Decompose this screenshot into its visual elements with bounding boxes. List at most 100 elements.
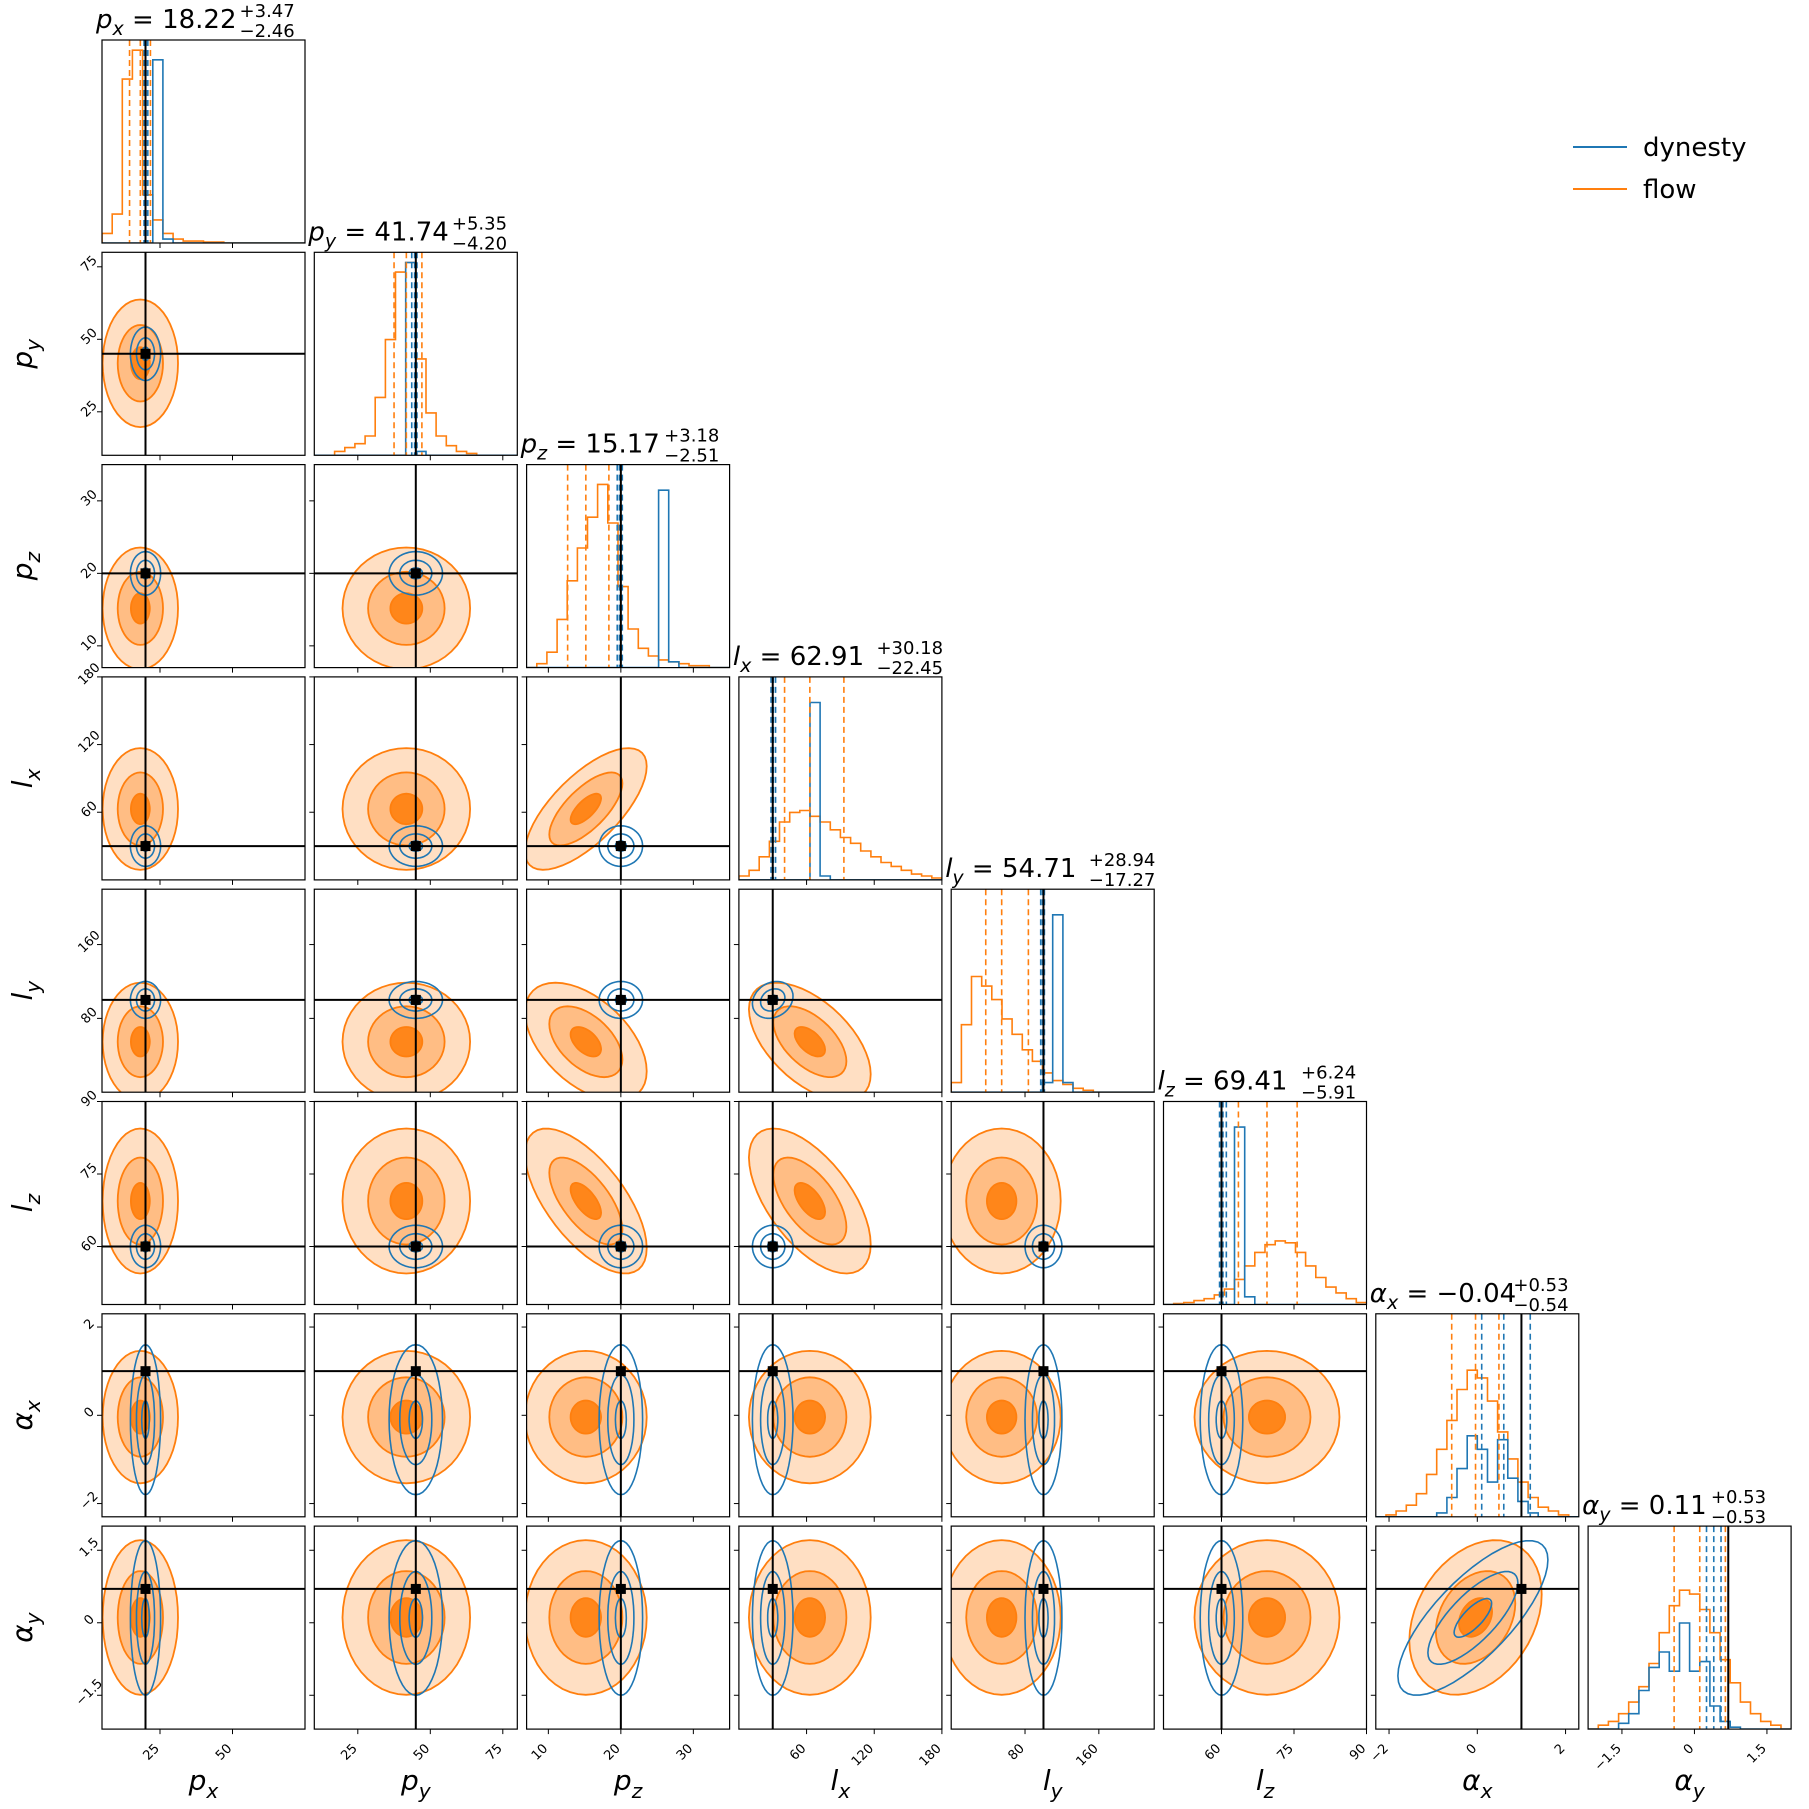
yaxis-label-lz-subscript: z <box>21 1193 45 1205</box>
xtick-label-px-0: 25 <box>141 1741 163 1763</box>
panel-content <box>526 889 730 1093</box>
panel-ly-px: 80 160 <box>75 888 306 1098</box>
title-subscript: y <box>951 867 964 889</box>
panel-lz-ly <box>946 1100 1155 1310</box>
ytick-label-ax-1: 0 <box>81 1405 97 1421</box>
contour-flow-0 <box>129 1181 151 1221</box>
panel-content <box>314 1313 518 1517</box>
contour-dynesty-1 <box>1207 1373 1236 1466</box>
contour-dynesty-1 <box>1427 1570 1519 1665</box>
panel-ay-lz: 60 75 90 <box>1158 1525 1369 1764</box>
title-symbol: l <box>1158 1067 1166 1097</box>
panel-frame <box>313 676 518 881</box>
xaxis-label-px: px <box>188 1764 220 1803</box>
contour-flow-0 <box>569 1182 603 1220</box>
xtick-label-pz-0: 10 <box>529 1741 551 1763</box>
yaxis-label-lz: lz <box>6 1193 45 1212</box>
panel-ax-lx <box>733 1313 943 1522</box>
yaxis-label-ay-subscript: y <box>21 1611 45 1625</box>
truth-marker <box>767 1241 778 1252</box>
title-symbol: p <box>307 217 325 247</box>
contour-flow-0 <box>389 792 424 826</box>
panel-content <box>102 889 305 1093</box>
panel-content <box>526 464 730 668</box>
contour-dynesty-1 <box>1207 1570 1236 1666</box>
title-plus-px: +3.47 <box>240 1 295 22</box>
truth-marker <box>140 994 151 1005</box>
truth-marker <box>410 568 421 579</box>
contour-dynesty-0 <box>1453 1597 1493 1638</box>
contour-flow-0 <box>129 792 151 826</box>
xaxis-label-py-subscript: y <box>418 1779 432 1803</box>
xtick-label-ay-1: 0 <box>1681 1741 1697 1757</box>
panel-pz-px: 10 20 30 <box>78 464 306 673</box>
truth-marker <box>767 994 778 1005</box>
ytick-label-py-0: 25 <box>78 398 100 420</box>
panel-ax-ax: αx = −0.04+0.53−0.54 <box>1370 1275 1580 1522</box>
contour-flow-0 <box>569 1597 603 1638</box>
panel-frame <box>1162 1525 1368 1730</box>
contour-dynesty-1 <box>135 1570 156 1666</box>
truth-marker <box>615 1241 626 1252</box>
panel-frame <box>313 251 518 456</box>
contour-dynesty-0 <box>1038 1597 1049 1639</box>
yaxis-label-lx-subscript: x <box>21 767 45 781</box>
contour-dynesty-2 <box>751 1539 794 1697</box>
panel-ly-py <box>309 888 518 1098</box>
ytick-label-lz-0: 60 <box>78 1233 100 1255</box>
ytick-label-lx-1: 120 <box>75 728 103 756</box>
truth-marker <box>410 1583 421 1594</box>
title-plus-lz: +6.24 <box>1301 1063 1356 1084</box>
panel-content <box>102 464 305 668</box>
panel-frame <box>1375 1313 1580 1518</box>
contour-dynesty-2 <box>129 1539 162 1697</box>
contour-dynesty-0 <box>140 1400 151 1440</box>
title-minus-ax: −0.54 <box>1513 1295 1568 1316</box>
title-plus-py: +5.35 <box>452 213 507 234</box>
ytick-label-lz-1: 75 <box>78 1160 100 1182</box>
panel-content <box>314 676 518 880</box>
ytick-label-ly-1: 160 <box>75 928 103 956</box>
title-ly: ly = 54.71 <box>945 854 1076 889</box>
ytick-label-lz-2: 90 <box>78 1088 100 1110</box>
contour-flow-0 <box>985 1181 1018 1221</box>
panel-content <box>102 40 305 243</box>
title-subscript: z <box>536 443 548 465</box>
panel-ly-ly: ly = 54.71 +28.94−17.27 <box>945 850 1155 1098</box>
panel-ay-ly: 80 160 <box>946 1525 1155 1769</box>
truth-marker <box>410 1366 421 1377</box>
contour-flow-0 <box>389 1399 424 1435</box>
title-value: = −0.04 <box>1398 1279 1516 1309</box>
xtick-label-py-1: 50 <box>411 1741 433 1763</box>
title-ay: αy = 0.11 <box>1582 1491 1707 1526</box>
contour-dynesty-2 <box>388 1343 444 1496</box>
title-ax: αx = −0.04 <box>1370 1279 1516 1314</box>
panel-ay-ay: αy = 0.11 +0.53−0.53 −1.5 0 1.5 <box>1582 1487 1792 1774</box>
contour-dynesty-0 <box>1215 1400 1228 1440</box>
hist-flow-ay <box>1588 1589 1792 1730</box>
contour-dynesty-2 <box>388 1539 444 1697</box>
contour-flow-0 <box>1247 1399 1287 1435</box>
panel-content <box>102 1526 305 1730</box>
xaxis-label-ay-subscript: y <box>1692 1779 1706 1803</box>
panel-ax-ly <box>946 1313 1155 1522</box>
xtick-label-lx-0: 60 <box>787 1741 809 1763</box>
title-plus-ay: +0.53 <box>1711 1487 1766 1508</box>
hist-flow-px <box>102 49 305 243</box>
panel-content <box>526 676 730 880</box>
panel-frame <box>950 1525 1155 1730</box>
legend: dynesty flow <box>1573 133 1747 205</box>
contour-dynesty-0 <box>1215 1597 1228 1639</box>
xaxis-label-ax-symbol: α <box>1462 1764 1481 1797</box>
title-value: = 62.91 <box>751 642 864 672</box>
hist-flow-pz <box>526 483 730 668</box>
contour-dynesty-1 <box>1031 1570 1056 1666</box>
hist-flow-lx <box>738 809 942 880</box>
title-symbol: l <box>945 854 953 884</box>
ytick-label-lx-0: 60 <box>78 799 100 821</box>
truth-marker <box>140 1241 151 1252</box>
contour-flow-0 <box>389 1181 424 1221</box>
title-py: py = 41.74 <box>307 217 449 252</box>
contour-dynesty-1 <box>398 1570 433 1666</box>
yaxis-label-lx: lx <box>6 767 45 788</box>
